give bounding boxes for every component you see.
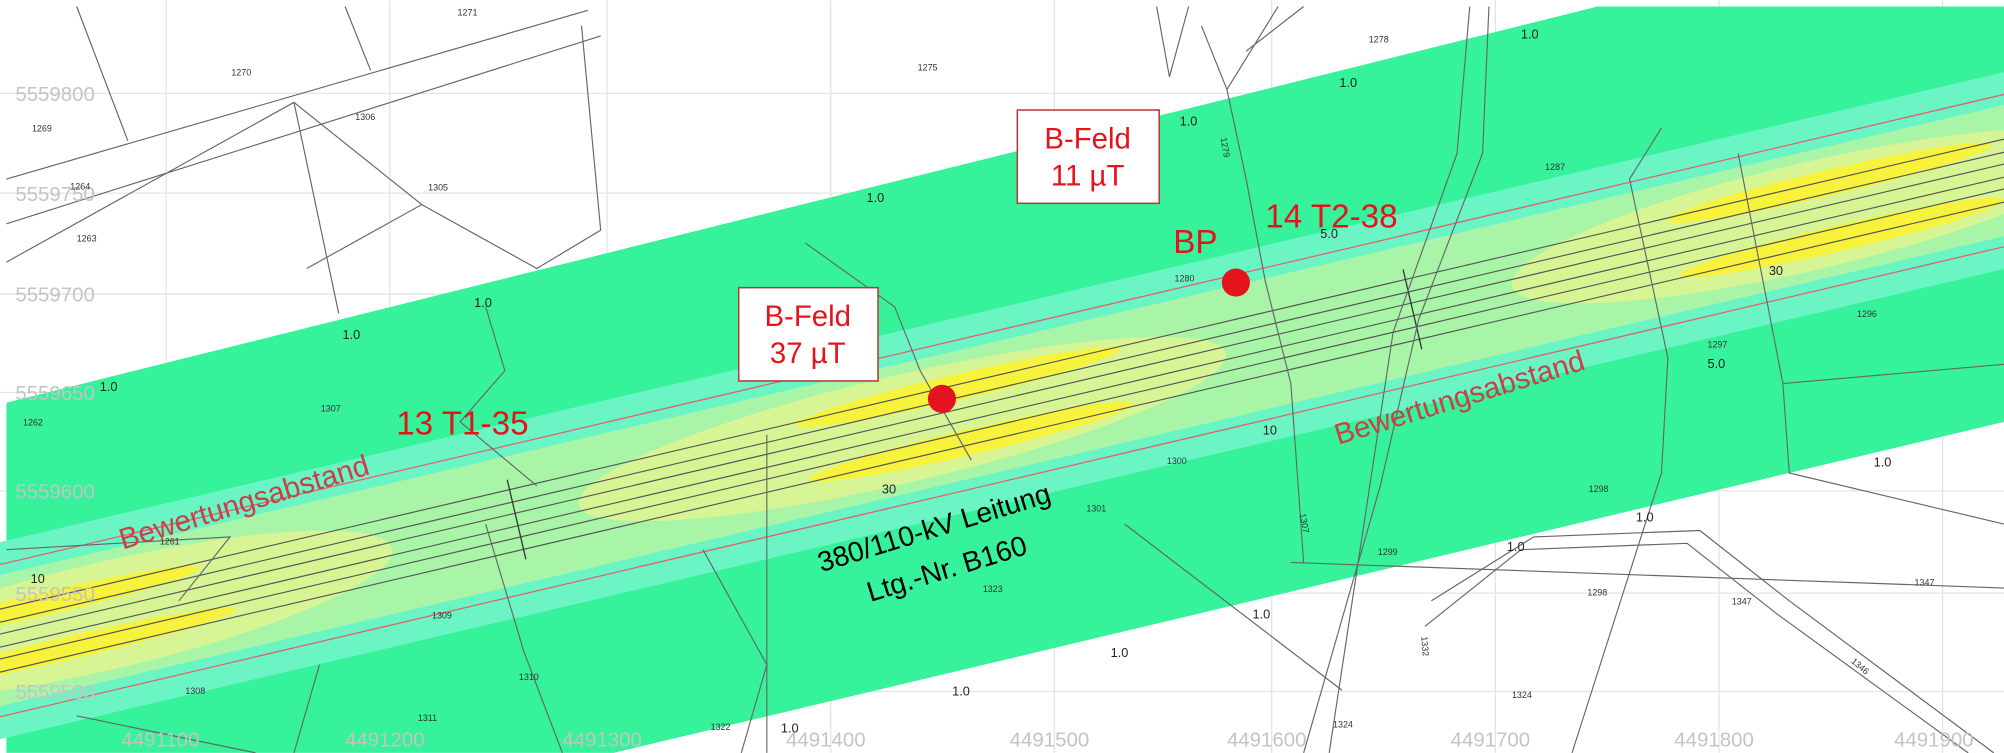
parcel-number: 1306 bbox=[355, 112, 375, 122]
easting-label: 4491500 bbox=[1010, 728, 1090, 751]
parcel-number: 1347 bbox=[1915, 577, 1935, 587]
zone-peak bbox=[796, 347, 1120, 427]
zone-ellipse bbox=[578, 336, 1227, 522]
parcel-number: 1296 bbox=[1857, 309, 1877, 319]
zone-peak bbox=[0, 565, 200, 640]
contour-label: 1.0 bbox=[1521, 26, 1539, 41]
measurement-point bbox=[1221, 268, 1250, 297]
parcel-number: 1279 bbox=[1219, 137, 1232, 158]
easting-label: 4491600 bbox=[1227, 728, 1307, 751]
easting-label: 4491400 bbox=[786, 728, 866, 751]
contour-label: 1.0 bbox=[867, 190, 885, 205]
contour-label: 1.0 bbox=[1253, 607, 1271, 622]
parcel-number: 1324 bbox=[1333, 719, 1353, 729]
northing-label: 5559800 bbox=[15, 83, 95, 106]
easting-label: 4491100 bbox=[121, 728, 199, 751]
parcel-number: 1332 bbox=[1419, 636, 1431, 657]
contour-label: 1.0 bbox=[343, 327, 361, 342]
zone-ellipse bbox=[1511, 128, 2004, 304]
boundary-line bbox=[0, 208, 2004, 736]
annotation-text: B-Feld bbox=[1044, 122, 1131, 155]
zone-peak bbox=[809, 401, 1133, 482]
contour-label: 1.0 bbox=[952, 683, 970, 698]
northing-label: 5559750 bbox=[15, 183, 95, 206]
parcel-lines bbox=[6, 6, 2004, 753]
contour-label: 1.0 bbox=[1636, 510, 1654, 525]
measurement-point bbox=[927, 384, 956, 413]
contour-label: 1.0 bbox=[1111, 645, 1129, 660]
parcel-number: 1299 bbox=[1378, 547, 1398, 557]
parcel-number: 1311 bbox=[418, 713, 437, 723]
contour-label: 1.0 bbox=[1507, 539, 1525, 554]
annotation-text: 37 µT bbox=[770, 337, 846, 370]
parcel-number: 1322 bbox=[711, 722, 731, 732]
zone-peak bbox=[0, 607, 236, 687]
contour-label: 30 bbox=[1769, 263, 1783, 278]
parcel-number: 1323 bbox=[983, 584, 1003, 594]
annotation-text: B-Feld bbox=[764, 300, 851, 333]
zone-ellipse bbox=[0, 530, 393, 701]
northing-label: 5559550 bbox=[15, 583, 95, 606]
tower-mark bbox=[1402, 269, 1423, 350]
parcel-number: 1287 bbox=[1545, 162, 1565, 172]
easting-label: 4491800 bbox=[1674, 728, 1754, 751]
contour-label: 10 bbox=[1263, 423, 1277, 438]
parcel-number: 1275 bbox=[918, 62, 938, 72]
easting-label: 4491700 bbox=[1451, 728, 1531, 751]
parcel-number: 1307 bbox=[1298, 513, 1311, 534]
northing-label: 5559700 bbox=[15, 284, 95, 307]
annotation-box bbox=[1016, 109, 1160, 205]
parcel-number: 1263 bbox=[77, 234, 97, 244]
parcel-number: 1261 bbox=[160, 537, 180, 547]
contour-label: 1.0 bbox=[781, 720, 799, 735]
grid-labels: 5559800 5559750 5559700 5559650 5559600 … bbox=[15, 83, 1973, 751]
parcel-number: 1300 bbox=[1167, 456, 1187, 466]
parcel-number: 1297 bbox=[1707, 340, 1727, 350]
tower-mark bbox=[506, 479, 527, 560]
boundary-line bbox=[0, 64, 2004, 591]
easting-label: 4491300 bbox=[562, 728, 642, 751]
contour-label: 1.0 bbox=[1874, 455, 1892, 470]
parcel-number: 1309 bbox=[432, 611, 452, 621]
contour-label: 1.0 bbox=[1339, 75, 1357, 90]
field-zone-inner bbox=[0, 43, 2004, 753]
parcel-number: 1301 bbox=[1086, 503, 1106, 513]
parcel-number: 1262 bbox=[23, 418, 43, 428]
parcel-number: 1270 bbox=[231, 68, 251, 78]
northing-label: 5559600 bbox=[15, 481, 95, 504]
parcel-number: 1308 bbox=[185, 686, 205, 696]
parcel-number: 1298 bbox=[1589, 484, 1609, 494]
northing-label: 5559500 bbox=[15, 681, 95, 704]
contour-label: 1.0 bbox=[100, 379, 118, 394]
parcel-number: 1298 bbox=[1587, 588, 1607, 598]
parcel-number: 1264 bbox=[70, 181, 90, 191]
annotation-box bbox=[737, 286, 879, 382]
point-label: BP bbox=[1173, 224, 1217, 261]
parcel-number: 1347 bbox=[1732, 597, 1752, 607]
parcel-number: 1278 bbox=[1369, 34, 1389, 44]
parcel-number: 1307 bbox=[321, 404, 341, 414]
parcel-number: 1310 bbox=[519, 672, 539, 682]
contour-label: 5.0 bbox=[1320, 226, 1338, 241]
tower-label: 13 T1-35 bbox=[396, 406, 528, 443]
contour-label: 10 bbox=[31, 571, 45, 586]
zone-peak bbox=[1680, 197, 2004, 278]
contour-label: 5.0 bbox=[1707, 356, 1725, 371]
parcel-number: 1305 bbox=[428, 183, 448, 193]
northing-label: 5559650 bbox=[15, 382, 95, 405]
parcel-number: 1324 bbox=[1512, 690, 1532, 700]
parcel-number: 1280 bbox=[1175, 273, 1195, 283]
contour-label: 30 bbox=[882, 481, 896, 496]
contour-label: 1.0 bbox=[1180, 113, 1198, 128]
easting-label: 4491200 bbox=[345, 728, 425, 751]
easting-label: 4491900 bbox=[1894, 728, 1974, 751]
parcel-number: 1269 bbox=[32, 124, 52, 134]
contour-label: 1.0 bbox=[474, 295, 492, 310]
tower-label: 14 T2-38 bbox=[1265, 199, 1397, 236]
annotation-text: 11 µT bbox=[1051, 159, 1125, 192]
conductors bbox=[0, 106, 2004, 693]
parcel-number: 1271 bbox=[458, 7, 478, 17]
